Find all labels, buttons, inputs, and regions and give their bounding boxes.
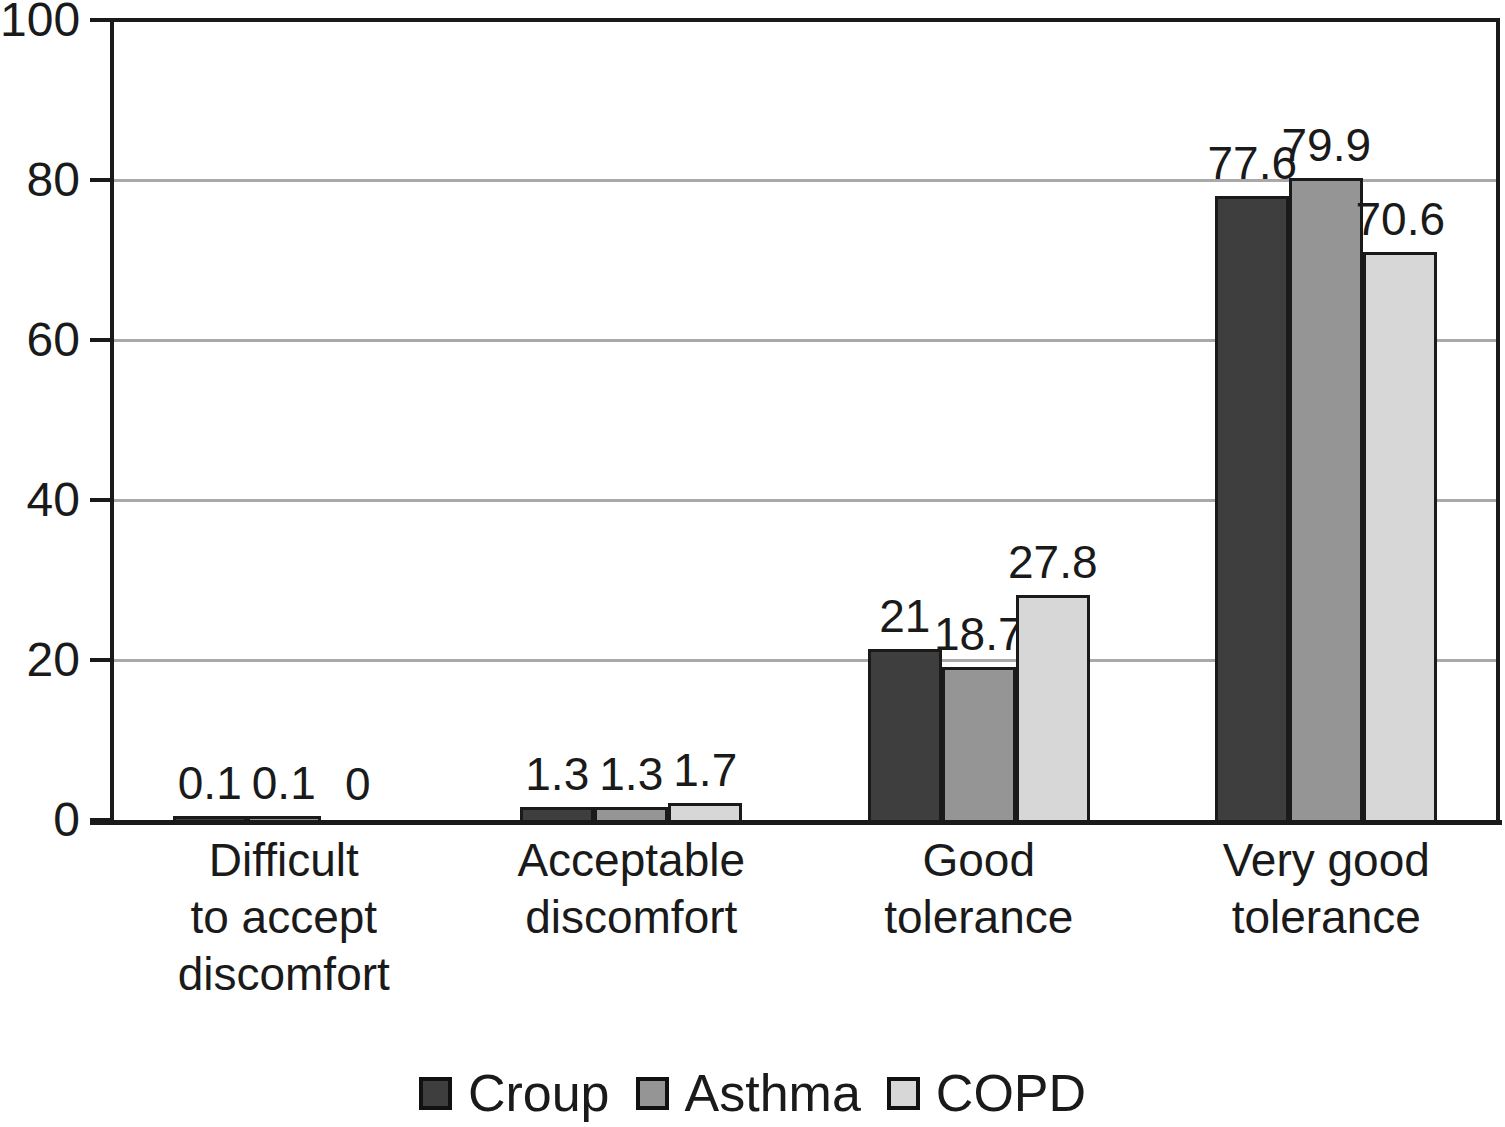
legend-swatch-croup <box>419 1077 452 1110</box>
bar-asthma-cat2 <box>594 807 668 823</box>
legend: Croup Asthma COPD <box>0 1062 1505 1124</box>
legend-label-asthma: Asthma <box>685 1064 861 1122</box>
y-tick-label: 0 <box>0 792 80 848</box>
y-tick <box>90 178 110 182</box>
x-category-label: Good tolerance <box>809 832 1149 946</box>
legend-item-asthma: Asthma <box>636 1064 861 1122</box>
y-tick-label: 100 <box>0 0 80 48</box>
bar-croup-cat3 <box>868 649 942 823</box>
bar-value-label: 27.8 <box>963 537 1143 587</box>
x-category-label: Difficult to accept discomfort <box>114 832 454 1003</box>
y-tick-label: 20 <box>0 632 80 688</box>
bar-asthma-cat3 <box>942 667 1016 823</box>
bar-croup-cat1 <box>173 816 247 823</box>
legend-swatch-asthma <box>636 1077 669 1110</box>
legend-label-copd: COPD <box>936 1064 1086 1122</box>
y-tick-label: 60 <box>0 312 80 368</box>
bar-value-label: 0 <box>268 759 448 809</box>
legend-swatch-copd <box>887 1077 920 1110</box>
bar-value-label: 79.9 <box>1236 120 1416 170</box>
legend-item-croup: Croup <box>419 1064 610 1122</box>
bar-copd-cat3 <box>1016 595 1090 823</box>
y-tick <box>90 658 110 662</box>
y-tick-label: 40 <box>0 472 80 528</box>
y-tick <box>90 498 110 502</box>
x-category-label: Acceptable discomfort <box>461 832 801 946</box>
plot-area: 0204060801000.10.10Difficult to accept d… <box>0 0 1505 1127</box>
bar-croup-cat4 <box>1215 196 1289 823</box>
bar-copd-cat2 <box>668 803 742 823</box>
bar-copd-cat4 <box>1363 252 1437 823</box>
bar-value-label: 70.6 <box>1310 194 1490 244</box>
y-axis-line <box>110 18 114 824</box>
bar-croup-cat2 <box>520 807 594 823</box>
plot-top-border <box>110 18 1500 22</box>
bar-asthma-cat1 <box>247 816 321 823</box>
bar-value-label: 1.7 <box>615 745 795 795</box>
y-tick <box>90 18 110 22</box>
legend-label-croup: Croup <box>468 1064 610 1122</box>
bar-asthma-cat4 <box>1289 178 1363 823</box>
x-category-label: Very good tolerance <box>1156 832 1496 946</box>
legend-item-copd: COPD <box>887 1064 1086 1122</box>
y-tick-label: 80 <box>0 152 80 208</box>
y-tick <box>90 338 110 342</box>
plot-right-border <box>1496 18 1500 824</box>
y-tick <box>90 818 110 822</box>
bar-chart: 0204060801000.10.10Difficult to accept d… <box>0 0 1505 1127</box>
